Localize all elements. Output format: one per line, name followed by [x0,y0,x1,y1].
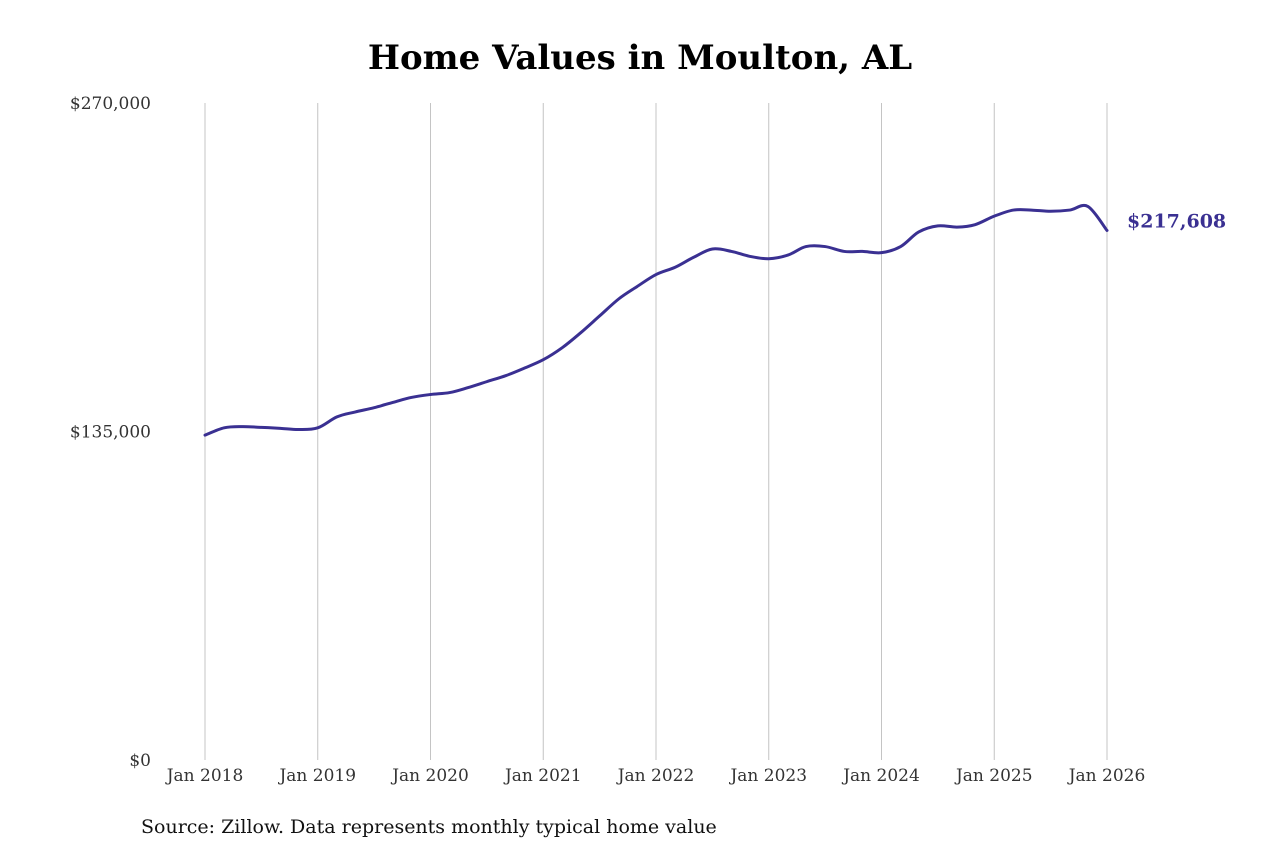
x-tick-label: Jan 2025 [954,766,1033,786]
gridlines [204,103,1108,760]
x-tick-label: Jan 2020 [390,766,469,786]
x-tick-label: Jan 2024 [841,766,920,786]
y-tick-label: $0 [129,751,151,771]
x-tick-label: Jan 2022 [616,766,695,786]
x-tick-label: Jan 2023 [728,766,807,786]
x-tick-label: Jan 2018 [165,766,244,786]
y-axis-ticks: $0 $135,000 $270,000 [70,94,151,771]
x-tick-label: Jan 2026 [1067,766,1146,786]
chart-title: Home Values in Moulton, AL [367,38,913,78]
y-tick-label: $135,000 [70,423,151,443]
series-line-0 [203,203,1109,437]
series-layer [203,203,1109,437]
y-tick-label: $270,000 [70,94,151,114]
x-tick-label: Jan 2019 [277,766,356,786]
source-note: Source: Zillow. Data represents monthly … [141,816,717,838]
end-value-label: $217,608 [1127,210,1226,232]
x-tick-label: Jan 2021 [503,766,582,786]
x-axis-ticks: Jan 2018 Jan 2019 Jan 2020 Jan 2021 Jan 2022… [165,766,1146,786]
